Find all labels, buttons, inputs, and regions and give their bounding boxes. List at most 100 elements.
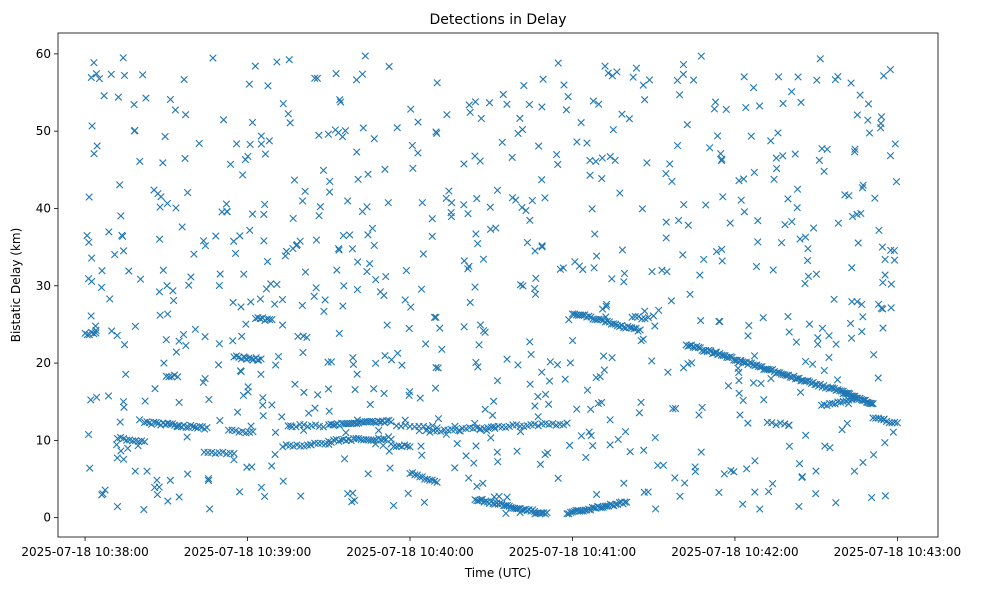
data-point-marker	[311, 421, 320, 429]
data-point-marker	[668, 177, 676, 186]
data-point-marker	[579, 265, 587, 274]
data-point-marker	[850, 148, 859, 156]
data-point-marker	[201, 242, 210, 250]
data-point-marker	[615, 322, 624, 331]
axes-frame	[57, 32, 939, 538]
data-point-marker	[742, 465, 751, 473]
data-point-marker	[407, 303, 415, 311]
data-point-marker	[462, 452, 470, 460]
data-point-marker	[785, 328, 793, 336]
data-point-marker	[212, 232, 220, 240]
data-point-marker	[756, 363, 764, 371]
data-point-marker	[236, 232, 244, 240]
data-point-marker	[554, 474, 562, 483]
data-point-marker	[183, 470, 192, 478]
data-point-marker	[259, 401, 267, 409]
data-point-marker	[222, 200, 231, 208]
data-point-marker	[215, 340, 224, 348]
data-point-marker	[525, 100, 534, 109]
data-point-marker	[592, 157, 600, 166]
data-point-marker	[566, 359, 575, 367]
data-point-marker	[87, 73, 95, 82]
data-point-marker	[618, 110, 626, 118]
data-point-marker	[831, 76, 840, 84]
data-point-marker	[785, 421, 793, 429]
data-point-marker	[586, 171, 594, 179]
data-point-marker	[130, 100, 138, 109]
data-point-marker	[719, 193, 727, 201]
data-point-marker	[740, 73, 748, 81]
data-point-marker	[418, 451, 426, 459]
data-point-marker	[858, 184, 867, 192]
data-point-marker	[473, 482, 481, 491]
data-point-marker	[717, 156, 726, 165]
data-point-marker	[160, 359, 168, 367]
data-point-marker	[230, 449, 238, 458]
data-point-marker	[121, 370, 130, 378]
data-point-marker	[324, 130, 333, 138]
data-point-marker	[795, 459, 804, 468]
data-point-marker	[717, 245, 726, 254]
data-point-marker	[749, 83, 758, 92]
data-point-marker	[249, 427, 257, 436]
data-point-marker	[528, 196, 537, 205]
data-point-marker	[348, 497, 356, 506]
chart-title: Detections in Delay	[429, 12, 566, 28]
data-point-marker	[751, 457, 759, 465]
y-axis-label: Bistatic Delay (km)	[9, 228, 23, 343]
data-point-marker	[84, 430, 93, 439]
data-point-marker	[859, 313, 867, 321]
data-point-marker	[818, 324, 827, 332]
data-point-marker	[466, 108, 474, 116]
data-point-marker	[626, 323, 634, 332]
data-point-marker	[754, 217, 762, 225]
data-point-marker	[98, 267, 106, 275]
data-point-marker	[416, 473, 424, 481]
y-tick-label: 60	[36, 47, 51, 61]
data-point-marker	[107, 70, 115, 79]
data-point-marker	[881, 271, 889, 279]
data-point-marker	[199, 237, 208, 245]
data-point-marker	[608, 354, 616, 362]
data-point-marker	[730, 356, 738, 364]
data-point-marker	[474, 363, 482, 371]
data-point-marker	[644, 313, 652, 322]
data-point-marker	[532, 274, 540, 283]
data-point-marker	[420, 498, 429, 506]
data-point-marker	[409, 164, 417, 173]
data-point-marker	[893, 419, 902, 427]
data-point-marker	[788, 218, 796, 226]
data-point-marker	[583, 139, 591, 147]
data-point-marker	[626, 447, 634, 456]
data-point-marker	[422, 426, 430, 435]
y-tick-label: 10	[36, 433, 51, 447]
data-point-marker	[260, 492, 269, 501]
data-point-marker	[389, 501, 398, 510]
data-point-marker	[319, 166, 328, 175]
data-point-marker	[352, 76, 361, 84]
data-point-marker	[554, 59, 562, 67]
data-point-marker	[349, 360, 358, 369]
data-point-marker	[877, 415, 885, 424]
data-point-marker	[853, 210, 861, 219]
data-point-marker	[686, 290, 694, 298]
data-point-marker	[464, 474, 473, 482]
data-point-marker	[496, 499, 504, 507]
data-point-marker	[534, 142, 543, 150]
data-point-marker	[417, 442, 425, 450]
data-point-marker	[697, 448, 705, 456]
data-point-marker	[209, 54, 217, 62]
data-point-marker	[341, 127, 350, 135]
data-point-marker	[735, 376, 743, 385]
data-point-marker	[848, 212, 857, 221]
data-point-marker	[770, 175, 778, 183]
data-point-marker	[735, 389, 743, 397]
data-point-marker	[351, 385, 359, 394]
data-point-marker	[90, 150, 98, 158]
data-point-marker	[585, 505, 593, 513]
data-point-marker	[87, 396, 95, 404]
data-point-marker	[887, 280, 896, 288]
data-point-marker	[552, 150, 561, 159]
data-point-marker	[113, 331, 121, 340]
data-point-marker	[119, 397, 128, 406]
